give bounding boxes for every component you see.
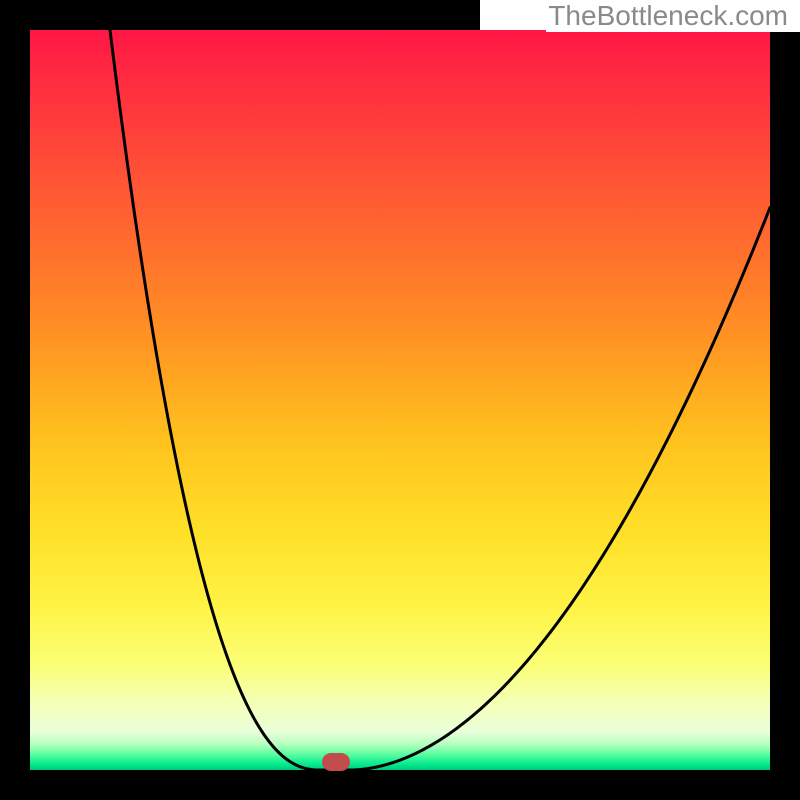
chart-container: TheBottleneck.com [0, 0, 800, 800]
optimal-point-marker [322, 753, 350, 771]
watermark-text: TheBottleneck.com [546, 0, 790, 32]
plot-background [30, 30, 770, 770]
bottleneck-chart [0, 0, 800, 800]
